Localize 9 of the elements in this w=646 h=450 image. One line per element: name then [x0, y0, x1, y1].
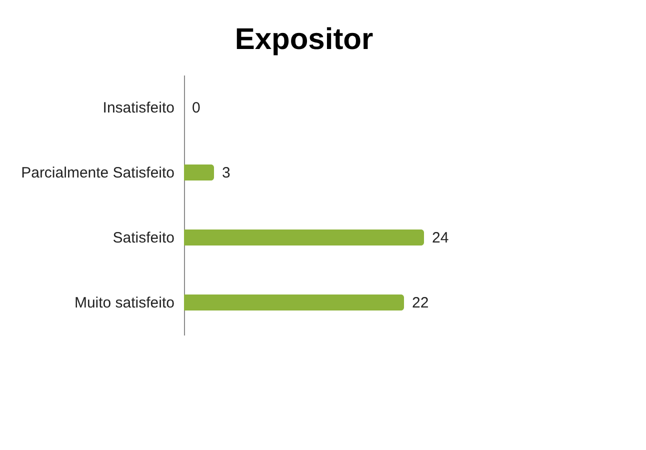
y-tick-label: Muito satisfeito [74, 294, 174, 312]
y-tick-label: Satisfeito [112, 230, 174, 246]
chart-title: Expositor [234, 23, 374, 56]
data-label: 3 [222, 164, 230, 182]
y-tick-label: Insatisfeito [102, 100, 174, 116]
data-label: 24 [432, 230, 449, 246]
y-tick-label: Parcialmente Satisfeito [21, 164, 174, 182]
data-label: 22 [412, 294, 429, 312]
data-label: 0 [192, 100, 200, 116]
